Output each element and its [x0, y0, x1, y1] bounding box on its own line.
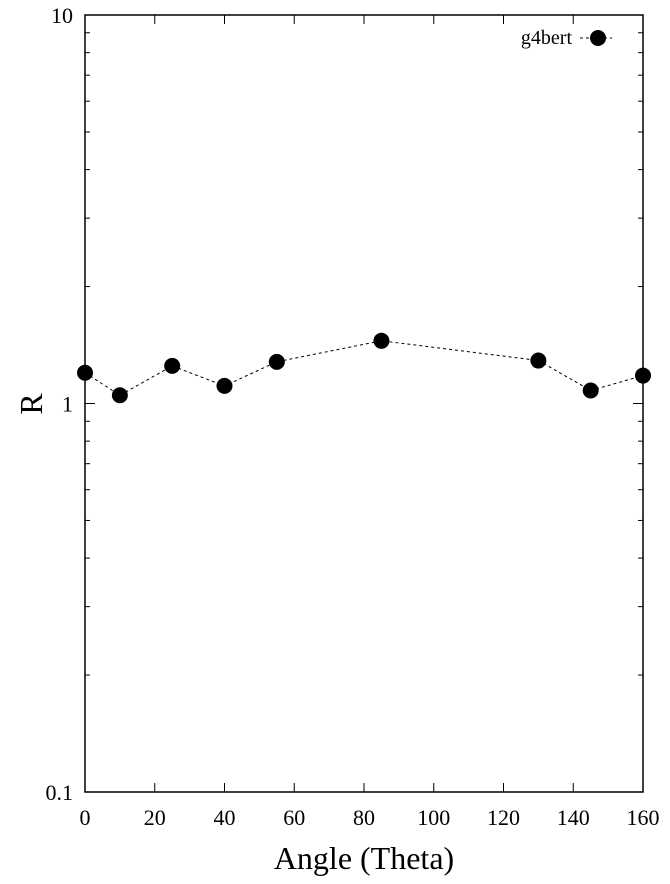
- series-line: [84, 340, 644, 396]
- data-point: [111, 387, 128, 404]
- axis-ticks: [84, 14, 644, 793]
- x-tick-label: 120: [487, 805, 520, 830]
- x-tick-label: 40: [214, 805, 236, 830]
- x-tick-label: 140: [557, 805, 590, 830]
- legend-label: g4bert: [521, 27, 573, 49]
- data-point: [164, 357, 181, 374]
- plot-frame: [84, 14, 644, 793]
- data-point: [268, 353, 285, 370]
- x-tick-label: 160: [627, 805, 660, 830]
- x-tick-label: 60: [283, 805, 305, 830]
- y-tick-label: 10: [51, 3, 73, 28]
- legend-marker: [590, 30, 606, 46]
- x-tick-label: 0: [80, 805, 91, 830]
- data-point: [373, 332, 390, 349]
- y-tick-label: 1: [62, 392, 73, 417]
- axis-tick-labels: 0 20 40 60 80 100 120 140 160 0.1 1 10: [46, 3, 660, 830]
- data-point: [77, 364, 93, 381]
- x-tick-label: 80: [353, 805, 375, 830]
- data-point: [530, 352, 547, 369]
- x-tick-label: 100: [417, 805, 450, 830]
- data-point: [635, 367, 651, 384]
- series-lines: [84, 340, 644, 396]
- x-tick-label: 20: [144, 805, 166, 830]
- series-points: [77, 332, 651, 404]
- y-axis-title: R: [13, 393, 49, 415]
- y-tick-label: 0.1: [46, 780, 74, 805]
- x-axis-title: Angle (Theta): [274, 840, 454, 876]
- data-point: [216, 377, 233, 394]
- data-point: [582, 382, 599, 399]
- legend: g4bert: [521, 27, 612, 49]
